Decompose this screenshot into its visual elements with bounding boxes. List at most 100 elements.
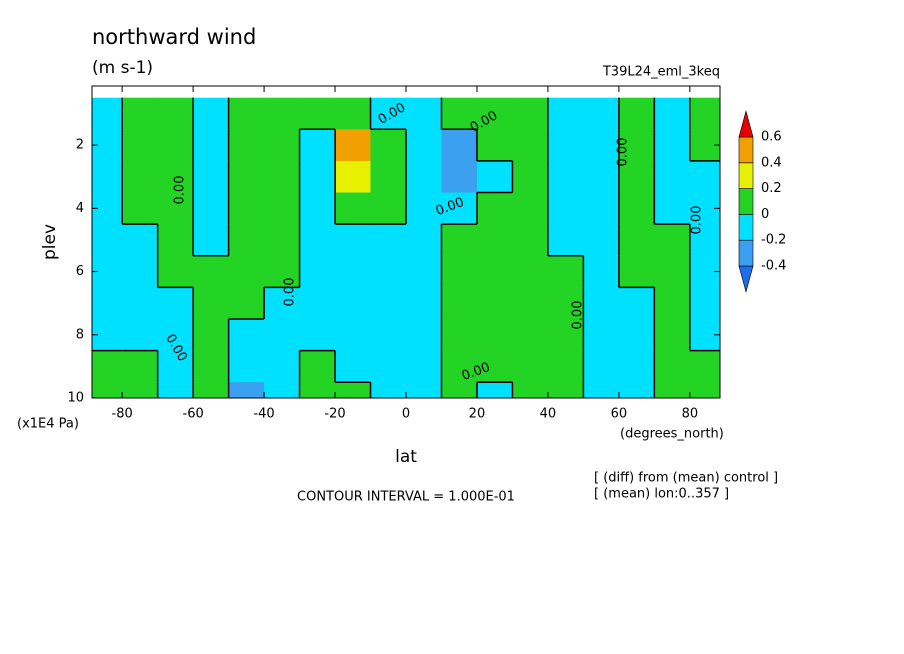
contour-label: 0.00 [283, 278, 298, 307]
contour-cell [157, 318, 194, 352]
contour-cell [618, 224, 655, 257]
contour-cell [583, 97, 620, 130]
contour-cell [547, 129, 584, 162]
contour-cell [654, 318, 691, 352]
contour-cell [406, 382, 442, 399]
contour-cell [228, 382, 265, 399]
contour-cell [618, 318, 655, 352]
contour-cell [299, 350, 336, 383]
contour-cell [654, 129, 691, 162]
contour-cell [193, 350, 230, 383]
contour-cell [370, 192, 407, 225]
contour-cell [512, 318, 549, 352]
contour-cell [122, 97, 159, 130]
contour-cell [157, 160, 194, 194]
contour-cell [335, 350, 372, 383]
contour-cell [512, 382, 549, 399]
contour-cell [228, 160, 265, 194]
contour-cell [547, 287, 584, 320]
contour-cell [689, 97, 721, 130]
contour-cell [370, 160, 407, 194]
contour-cell [122, 224, 159, 257]
contour-cell [406, 129, 442, 162]
contour-cell [193, 160, 230, 194]
colorbar-box [738, 188, 754, 215]
contour-cell [370, 255, 407, 288]
contour-cell [335, 192, 372, 225]
contour-cell [547, 382, 584, 399]
contour-cell [92, 350, 123, 383]
contour-label: 0.00 [616, 138, 631, 167]
contour-cell [476, 287, 513, 320]
contour-cell [122, 287, 159, 320]
colorbar-label: -0.2 [761, 233, 786, 248]
x-unit: (degrees_north) [620, 427, 724, 442]
contour-cell [583, 350, 620, 383]
contour-cell [92, 160, 123, 194]
colorbar-label: 0.2 [761, 181, 782, 196]
x-axis-label: lat [395, 447, 417, 467]
contour-cell [654, 350, 691, 383]
contour-cell [264, 129, 301, 162]
contour-cell [547, 318, 584, 352]
contour-cell [92, 224, 123, 257]
contour-cell [122, 192, 159, 225]
y-tick-label: 6 [76, 264, 84, 279]
contour-cell [92, 287, 123, 320]
contour-cell [689, 287, 721, 320]
contour-cell [335, 97, 372, 130]
colorbar-box [738, 162, 754, 189]
contour-cell [406, 160, 442, 194]
contour-cell [476, 129, 513, 162]
contour-cell [441, 382, 478, 399]
colorbar-triangle [738, 110, 754, 138]
contour-cell [441, 318, 478, 352]
contour-cell [299, 160, 336, 194]
contour-cell [299, 224, 336, 257]
contour-cell [441, 255, 478, 288]
contour-cell [583, 287, 620, 320]
contour-cell [157, 382, 194, 399]
contour-cell [512, 129, 549, 162]
contour-cell [476, 224, 513, 257]
contour-cell [370, 97, 407, 130]
contour-cell [441, 287, 478, 320]
contour-cell [264, 192, 301, 225]
contour-cell [299, 255, 336, 288]
contour-cell [228, 287, 265, 320]
contour-cell [583, 382, 620, 399]
contour-cell [157, 287, 194, 320]
contour-cell [193, 97, 230, 130]
note: [ (diff) from (mean) control ] [594, 471, 778, 486]
y-tick-label: 4 [76, 201, 84, 216]
contour-cell [335, 224, 372, 257]
contour-cell [122, 382, 159, 399]
contour-cell [476, 318, 513, 352]
contour-cell [264, 350, 301, 383]
contour-cell [370, 287, 407, 320]
contour-cell [370, 318, 407, 352]
y-unit: (x1E4 Pa) [17, 417, 79, 432]
y-tick-label: 2 [76, 138, 84, 153]
contour-cell [264, 160, 301, 194]
contour-cell [618, 350, 655, 383]
contour-cell [122, 255, 159, 288]
contour-cell [193, 224, 230, 257]
contour-cell [476, 160, 513, 194]
contour-label: 0.00 [571, 301, 586, 330]
colorbar-box [738, 136, 754, 164]
chart-subtitle: (m s-1) [92, 58, 153, 78]
chart-title: northward wind [92, 25, 256, 49]
contour-cell [370, 350, 407, 383]
contour-cell [228, 129, 265, 162]
contour-label: 0.00 [690, 206, 705, 235]
contour-cell [654, 160, 691, 194]
contour-cell [512, 350, 549, 383]
contour-cell [157, 224, 194, 257]
contour-cell [689, 160, 721, 194]
colorbar-label: -0.4 [761, 259, 786, 274]
contour-cell [122, 318, 159, 352]
contour-cell [441, 350, 478, 383]
contour-cell [476, 255, 513, 288]
contour-cell [583, 255, 620, 288]
